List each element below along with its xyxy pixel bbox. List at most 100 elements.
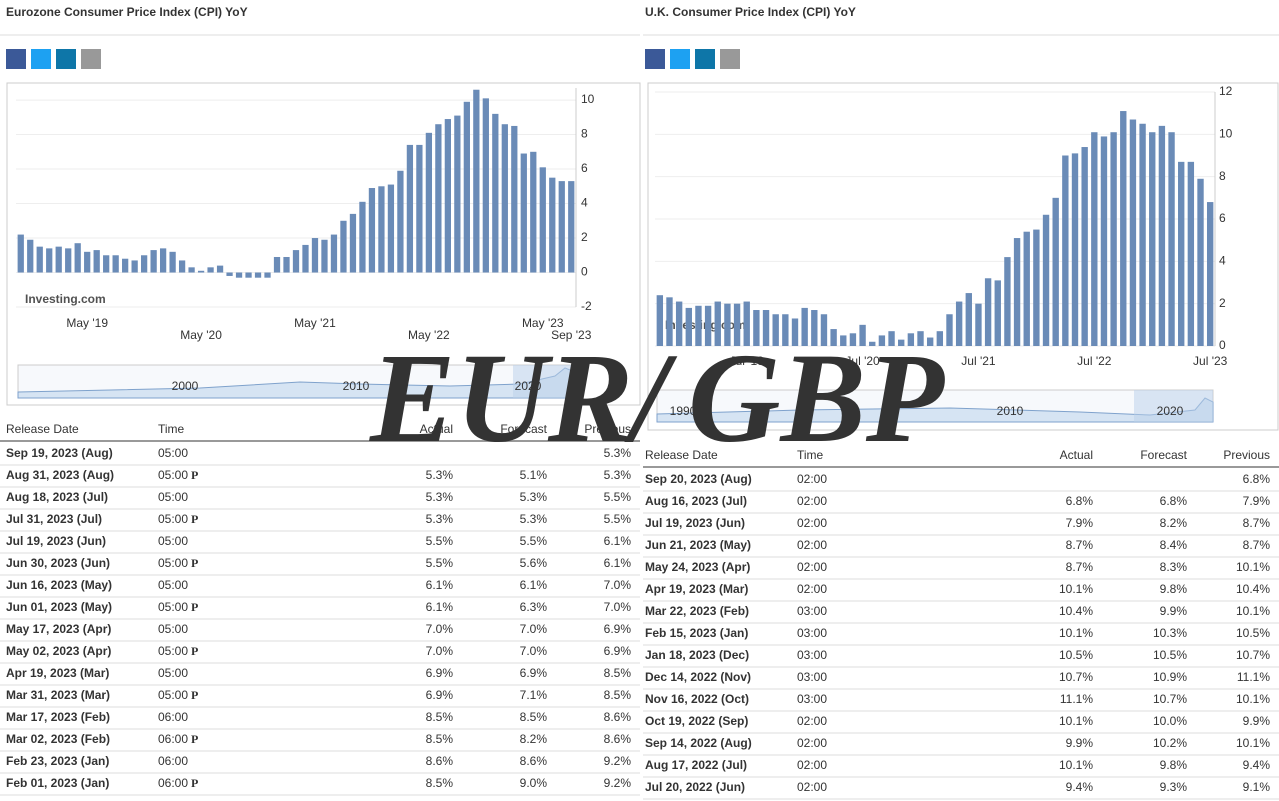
preliminary-flag: P xyxy=(191,600,198,614)
bar xyxy=(1004,257,1011,346)
bar xyxy=(84,251,91,273)
table-cell: 7.9% xyxy=(1066,516,1094,530)
preliminary-flag: P xyxy=(191,732,198,746)
y-tick-label: 0 xyxy=(1219,338,1226,352)
preliminary-flag: P xyxy=(191,644,198,658)
linkedin-icon[interactable] xyxy=(695,49,715,69)
y-tick-label: 4 xyxy=(581,196,588,210)
table-cell: 8.7% xyxy=(1066,560,1094,574)
table-cell: 02:00 xyxy=(797,516,827,530)
table-cell: 8.7% xyxy=(1243,538,1271,552)
bar xyxy=(425,132,433,273)
table-cell: 6.1% xyxy=(604,556,632,570)
table-cell: 10.4% xyxy=(1059,604,1093,618)
bar xyxy=(1178,161,1185,346)
bar xyxy=(743,301,750,346)
facebook-icon[interactable] xyxy=(6,49,26,69)
bar xyxy=(1120,111,1127,346)
bar xyxy=(926,337,934,346)
table-cell: 10.1% xyxy=(1236,604,1270,618)
facebook-icon[interactable] xyxy=(645,49,665,69)
x-tick-label: Jul '20 xyxy=(845,354,880,368)
bar xyxy=(511,125,518,273)
preliminary-flag: P xyxy=(191,688,198,702)
table-cell: 5.3% xyxy=(426,468,454,482)
table-cell: 9.2% xyxy=(604,754,632,768)
table-cell: 02:00 xyxy=(797,560,827,574)
bar xyxy=(397,170,404,273)
mail-icon[interactable] xyxy=(720,49,740,69)
bar xyxy=(131,260,138,273)
bar xyxy=(1139,123,1146,346)
x-tick-label: Jul '23 xyxy=(1193,354,1228,368)
table-cell: 05:00 xyxy=(158,446,188,460)
chart-frame xyxy=(647,82,1279,431)
table-cell: 02:00 xyxy=(797,494,827,508)
table-cell: 6.9% xyxy=(604,622,632,636)
table-cell: 02:00 xyxy=(797,472,827,486)
table-cell: 5.5% xyxy=(604,512,632,526)
bar xyxy=(1158,125,1166,346)
y-tick-label: -2 xyxy=(581,299,592,313)
bar xyxy=(226,272,233,276)
bar xyxy=(141,255,148,273)
table-cell: 05:00 xyxy=(158,666,188,680)
bar xyxy=(454,115,461,273)
bar xyxy=(473,89,480,273)
x-tick-label: May '23 xyxy=(522,316,564,330)
bar xyxy=(791,318,799,346)
bar xyxy=(387,184,395,273)
table-cell: 06:00 xyxy=(158,776,188,790)
overlay-gbp: GBP xyxy=(688,327,945,469)
table-cell: Jun 30, 2023 (Jun) xyxy=(6,556,110,570)
table-cell: 5.6% xyxy=(520,556,548,570)
bar xyxy=(840,335,847,346)
table-cell: 06:00 xyxy=(158,732,188,746)
bar xyxy=(273,256,281,273)
y-tick-label: 2 xyxy=(581,230,588,244)
twitter-icon[interactable] xyxy=(31,49,51,69)
table-cell: 6.9% xyxy=(604,644,632,658)
bar xyxy=(685,307,692,346)
overlay-eur: EUR xyxy=(369,327,633,469)
table-cell: 8.2% xyxy=(1160,516,1188,530)
table-cell: Aug 31, 2023 (Aug) xyxy=(6,468,114,482)
bar xyxy=(1081,147,1088,346)
y-tick-label: 2 xyxy=(1219,296,1226,310)
table-cell: 03:00 xyxy=(797,670,827,684)
table-cell: 5.5% xyxy=(426,556,454,570)
bar xyxy=(65,248,72,273)
bar xyxy=(435,124,442,273)
bar xyxy=(463,101,470,273)
table-cell: 06:00 xyxy=(158,710,188,724)
bar xyxy=(724,303,731,346)
table-cell: 05:00 xyxy=(158,644,188,658)
y-tick-label: 10 xyxy=(1219,127,1233,141)
table-cell: 9.4% xyxy=(1066,780,1094,794)
navigator-label: 2000 xyxy=(172,379,199,393)
table-cell: 9.3% xyxy=(1160,780,1188,794)
bar xyxy=(955,301,963,346)
bar xyxy=(150,250,157,273)
bar xyxy=(216,265,224,273)
table-cell: 02:00 xyxy=(797,758,827,772)
table-cell: 03:00 xyxy=(797,648,827,662)
bar xyxy=(292,250,300,273)
table-cell: 8.4% xyxy=(1160,538,1188,552)
widget-title: Eurozone Consumer Price Index (CPI) YoY xyxy=(6,5,248,19)
bar xyxy=(245,272,252,278)
table-cell: 10.1% xyxy=(1236,560,1270,574)
y-tick-label: 8 xyxy=(1219,169,1226,183)
linkedin-icon[interactable] xyxy=(56,49,76,69)
table-cell: Apr 19, 2023 (Mar) xyxy=(645,582,748,596)
table-cell: 6.9% xyxy=(426,666,454,680)
bar xyxy=(762,310,770,346)
table-cell: 10.7% xyxy=(1153,692,1187,706)
table-cell: 9.9% xyxy=(1160,604,1188,618)
twitter-icon[interactable] xyxy=(670,49,690,69)
mail-icon[interactable] xyxy=(81,49,101,69)
table-cell: 6.3% xyxy=(520,600,548,614)
table-cell: Mar 17, 2023 (Feb) xyxy=(6,710,110,724)
table-cell: 6.8% xyxy=(1243,472,1271,486)
bar xyxy=(530,151,537,273)
